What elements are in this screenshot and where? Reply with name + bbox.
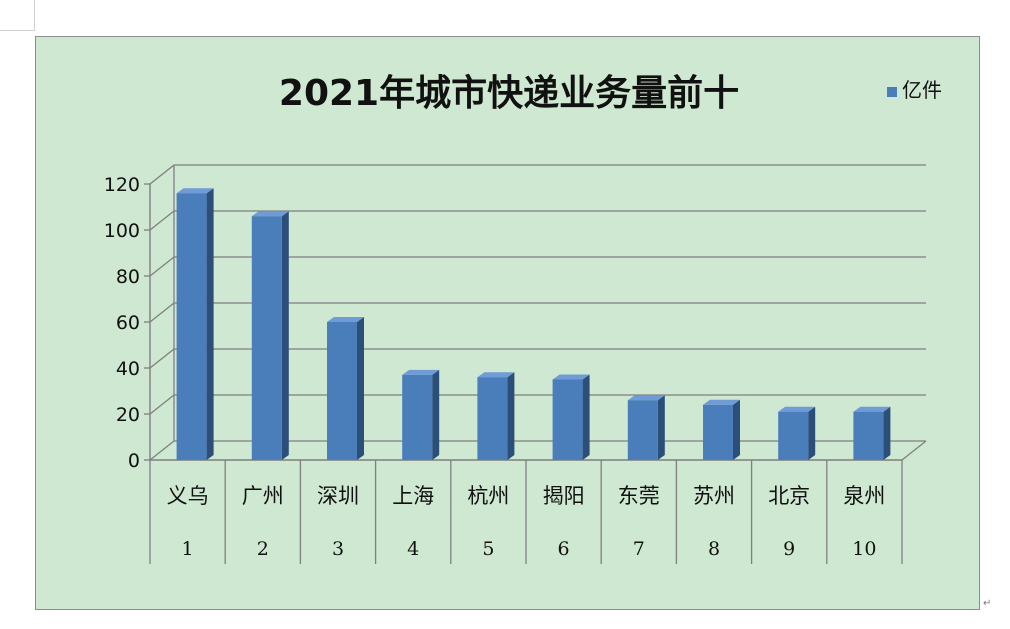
x-rank-label: 9 (783, 538, 795, 560)
bar-side (357, 317, 364, 460)
x-rank-label: 3 (332, 538, 344, 560)
bar (703, 399, 740, 460)
bar-top (176, 188, 214, 194)
gridline-side (149, 210, 175, 231)
page-corner-mark (0, 0, 35, 31)
bar-front (176, 193, 207, 460)
bar (327, 317, 364, 460)
y-tick-label: 0 (128, 450, 140, 472)
bar-front (477, 377, 508, 460)
legend-swatch (887, 87, 897, 97)
x-category-label: 义乌 (167, 484, 209, 508)
bar (552, 374, 590, 460)
floor-edge (901, 440, 927, 461)
bar-front (703, 404, 733, 460)
bar-front (327, 322, 357, 460)
x-category-label: 东莞 (618, 484, 660, 508)
bar-top (251, 211, 289, 217)
bar (853, 406, 891, 460)
grid-layer (149, 164, 927, 461)
bar-top (703, 399, 740, 405)
bar-front (853, 411, 884, 460)
bar-front (627, 400, 658, 460)
bar-layer (176, 188, 891, 460)
bar-side (808, 406, 816, 460)
y-tick-label: 120 (104, 174, 140, 196)
bar-top (853, 406, 891, 412)
x-rank-label: 4 (407, 538, 419, 560)
bar-front (251, 216, 282, 460)
y-tick-label: 60 (116, 312, 140, 334)
chart-area: 0 20 40 60 80 100 120 义乌 1 广州 2 深圳 3 上海 4 杭州 5 揭阳 6 东莞 7 苏州 8 北… (35, 36, 980, 610)
x-category-label: 上海 (392, 484, 434, 508)
bar-top (778, 406, 816, 412)
bar-side (507, 372, 515, 460)
x-category-label: 揭阳 (543, 484, 585, 508)
gridline-side (149, 440, 175, 461)
y-tick-label: 80 (116, 266, 140, 288)
x-category-label: 广州 (242, 484, 284, 508)
bar-top (327, 317, 364, 322)
x-rank-label: 7 (633, 538, 645, 560)
x-category-label: 苏州 (693, 484, 735, 508)
x-rank-label: 8 (708, 538, 720, 560)
bar-side (657, 395, 665, 460)
bar-front (552, 379, 583, 460)
bar-side (883, 406, 891, 460)
bar-top (627, 395, 665, 401)
bar-top (477, 372, 515, 378)
legend-label: 亿件 (902, 78, 942, 102)
bar-front (778, 411, 809, 460)
bar-side (281, 211, 289, 460)
axis-layer (144, 183, 903, 564)
bar (477, 372, 515, 460)
x-rank-label: 1 (182, 538, 194, 560)
bar (176, 188, 214, 460)
y-tick-label: 100 (104, 220, 140, 242)
gridline-side (149, 348, 175, 369)
bar-top (552, 374, 590, 380)
bar-chart: 0 20 40 60 80 100 120 义乌 1 广州 2 深圳 3 上海 4 杭州 5 揭阳 6 东莞 7 苏州 8 北… (104, 73, 942, 564)
paragraph-mark: ↵ (983, 598, 992, 609)
x-category-label: 深圳 (317, 484, 359, 508)
bar-side (432, 369, 440, 460)
y-tick-label: 20 (116, 404, 140, 426)
bar (778, 406, 816, 460)
bar-front (402, 374, 433, 460)
bar-side (206, 188, 214, 460)
x-rank-label: 5 (482, 538, 494, 560)
bar-top (402, 369, 440, 375)
bar-side (582, 374, 590, 460)
label-layer: 0 20 40 60 80 100 120 义乌 1 广州 2 深圳 3 上海 4 杭州 5 揭阳 6 东莞 7 苏州 8 北… (104, 174, 886, 560)
x-rank-label: 10 (852, 538, 876, 560)
x-category-label: 北京 (768, 484, 810, 508)
gridline-side (149, 164, 175, 185)
y-tick-label: 40 (116, 358, 140, 380)
x-rank-label: 6 (558, 538, 570, 560)
bar-side (733, 399, 740, 460)
x-rank-label: 2 (257, 538, 269, 560)
x-category-label: 杭州 (467, 484, 509, 508)
bar (627, 395, 665, 460)
bar (402, 369, 440, 460)
x-category-label: 泉州 (843, 484, 885, 508)
gridline-side (149, 302, 175, 323)
legend: 亿件 (887, 78, 942, 102)
bar (251, 211, 289, 460)
gridline-side (149, 394, 175, 415)
gridline-side (149, 256, 175, 277)
chart-title: 2021年城市快递业务量前十 (279, 73, 739, 114)
